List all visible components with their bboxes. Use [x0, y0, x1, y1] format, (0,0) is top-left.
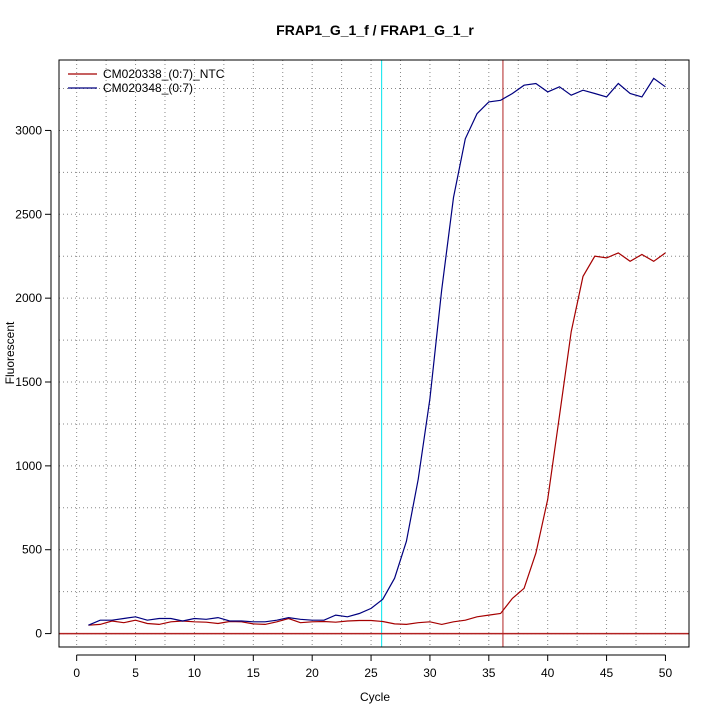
x-axis: 0 5 10 15 20 25 30 35 40 45 50 — [73, 654, 673, 680]
x-tick-label: 15 — [247, 666, 261, 680]
y-tick-label: 2500 — [15, 207, 42, 221]
x-tick-label: 35 — [482, 666, 496, 680]
y-tick-label: 500 — [22, 543, 42, 557]
x-tick-label: 30 — [423, 666, 437, 680]
series-line-2 — [88, 77, 666, 626]
y-tick-label: 1500 — [15, 375, 42, 389]
plot-frame — [58, 59, 690, 648]
y-tick-label: 1000 — [15, 459, 42, 473]
x-axis-label: Cycle — [360, 690, 390, 704]
x-tick-label: 20 — [305, 666, 319, 680]
y-tick-label: 0 — [35, 627, 42, 641]
x-tick-label: 45 — [600, 666, 614, 680]
x-tick-label: 0 — [73, 666, 80, 680]
x-tick-label: 5 — [132, 666, 139, 680]
y-tick-label: 2000 — [15, 291, 42, 305]
y-axis: 0 500 1000 1500 2000 2500 3000 — [15, 123, 52, 641]
vertical-markers — [381, 60, 504, 647]
series-group — [88, 77, 666, 626]
legend-label: CM020348_(0:7) — [103, 81, 193, 95]
y-tick-label: 3000 — [15, 123, 42, 137]
x-tick-label: 50 — [659, 666, 673, 680]
x-tick-label: 10 — [188, 666, 202, 680]
chart-title: FRAP1_G_1_f / FRAP1_G_1_r — [276, 22, 474, 38]
legend-label: CM020338_(0:7)_NTC — [103, 67, 225, 81]
y-axis-label: Fluorescent — [3, 321, 17, 384]
series-line-1 — [88, 252, 666, 626]
grid — [59, 60, 689, 647]
x-tick-label: 25 — [364, 666, 378, 680]
x-tick-label: 40 — [541, 666, 555, 680]
